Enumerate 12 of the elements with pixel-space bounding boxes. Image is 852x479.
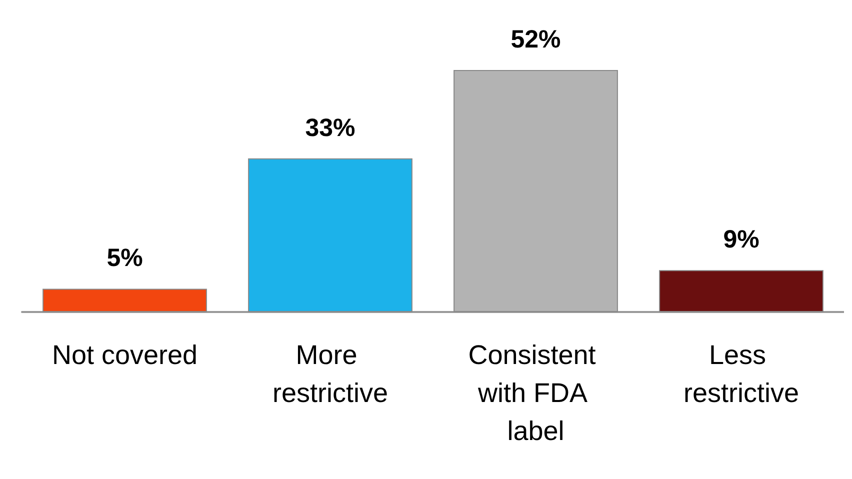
x-tick-label: Not covered — [52, 340, 198, 370]
data-label: 33% — [305, 114, 356, 142]
data-label: 9% — [723, 226, 760, 254]
x-tick-label: Less restrictive — [683, 340, 800, 408]
bar — [42, 288, 207, 312]
bar — [454, 70, 618, 312]
bar — [248, 158, 412, 312]
bar — [659, 270, 824, 312]
x-tick-label: More restrictive — [272, 340, 388, 408]
data-label: 5% — [106, 244, 143, 272]
data-label: 52% — [510, 26, 561, 54]
x-tick-label: Consistent with FDA label — [468, 340, 604, 446]
